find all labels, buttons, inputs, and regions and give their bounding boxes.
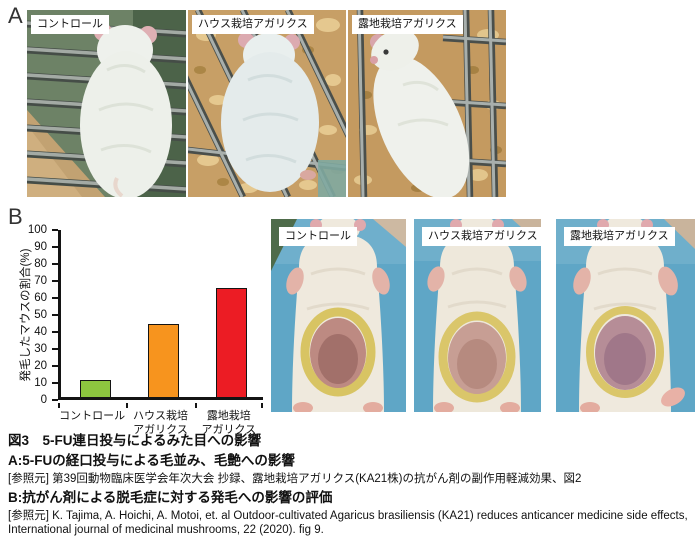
y-tick-mark (52, 399, 58, 401)
mouse-top-view-photo (27, 10, 186, 197)
y-tick-label: 60 (34, 292, 47, 304)
photo-caption-badge: コントロール (279, 227, 357, 246)
chart-y-axis-ticks: 0 10 20 30 40 50 60 70 80 90 100 (20, 224, 58, 406)
y-tick-mark (52, 331, 58, 333)
figure-title: 図3 5-FU連日投与によるみた目への影響 (8, 433, 262, 448)
reference-b: [参照元] K. Tajima, A. Hoichi, A. Motoi, et… (8, 510, 688, 536)
y-tick-label: 0 (40, 394, 47, 406)
photo-caption-badge: ハウス栽培アガリクス (192, 15, 314, 34)
mouse-belly-photo (414, 219, 541, 412)
panel-b-label: B (8, 204, 24, 229)
photo-caption-badge: ハウス栽培アガリクス (422, 227, 541, 246)
photo-b-control: コントロール (271, 219, 406, 412)
x-tick-mark (194, 403, 197, 408)
panel-a-label: A (8, 3, 24, 28)
photo-caption-badge: 露地栽培アガリクス (564, 227, 675, 246)
photo-b-outdoor-agaricus: 露地栽培アガリクス (556, 219, 695, 412)
chart-x-axis-ticks (58, 403, 266, 408)
bar-1 (79, 380, 111, 397)
y-tick-mark (52, 297, 58, 299)
bar-chart: 発毛したマウスの割合(%) 0 10 20 30 40 50 60 70 80 90 100 コント… (20, 222, 282, 436)
photo-a-house-agaricus: ハウス栽培アガリクス (188, 10, 346, 197)
y-tick-mark (52, 246, 58, 248)
photo-b-house-agaricus: ハウス栽培アガリクス (414, 219, 541, 412)
y-tick-label: 90 (34, 241, 47, 253)
y-tick-mark (52, 314, 58, 316)
y-tick-mark (52, 348, 58, 350)
y-tick-label: 80 (34, 258, 47, 270)
y-tick-label: 50 (34, 309, 47, 321)
x-tick-mark (126, 403, 129, 408)
photo-caption-badge: 露地栽培アガリクス (352, 15, 463, 34)
mouse-top-view-photo (348, 10, 506, 197)
bar-3 (216, 288, 248, 397)
y-tick-mark (52, 263, 58, 265)
photo-a-control: コントロール (27, 10, 186, 197)
figure-caption: 図3 5-FU連日投与によるみた目への影響 A:5-FUの経口投与による毛並み、… (8, 433, 694, 539)
y-tick-mark (52, 382, 58, 384)
mouse-belly-photo (556, 219, 695, 412)
caption-line-b: B:抗がん剤による脱毛症に対する発毛への影響の評価 (8, 489, 333, 505)
photo-a-outdoor-agaricus: 露地栽培アガリクス (348, 10, 506, 197)
x-category-label: コントロール (59, 410, 126, 422)
y-tick-label: 10 (34, 377, 47, 389)
reference-a: [参照元] 第39回動物臨床医学会年次大会 抄録、露地栽培アガリクス(KA21株… (8, 473, 582, 485)
caption-line-a: A:5-FUの経口投与による毛並み、毛艶への影響 (8, 452, 295, 468)
photo-caption-badge: コントロール (31, 15, 109, 34)
chart-plot-area (58, 230, 263, 400)
y-tick-label: 70 (34, 275, 47, 287)
x-category-label: ハウス栽培 アガリクス (132, 410, 188, 436)
y-tick-label: 30 (34, 343, 47, 355)
x-category-label: 露地栽培 アガリクス (201, 410, 257, 436)
mouse-belly-photo (271, 219, 406, 412)
y-tick-label: 100 (27, 224, 47, 236)
bar-2 (148, 323, 179, 397)
y-tick-label: 40 (34, 326, 47, 338)
x-tick-mark (261, 403, 263, 408)
mouse-top-view-photo (188, 10, 346, 197)
y-tick-label: 20 (34, 360, 47, 372)
y-tick-mark (52, 365, 58, 367)
x-tick-mark (58, 403, 60, 408)
y-tick-mark (52, 229, 58, 231)
y-tick-mark (52, 280, 58, 282)
